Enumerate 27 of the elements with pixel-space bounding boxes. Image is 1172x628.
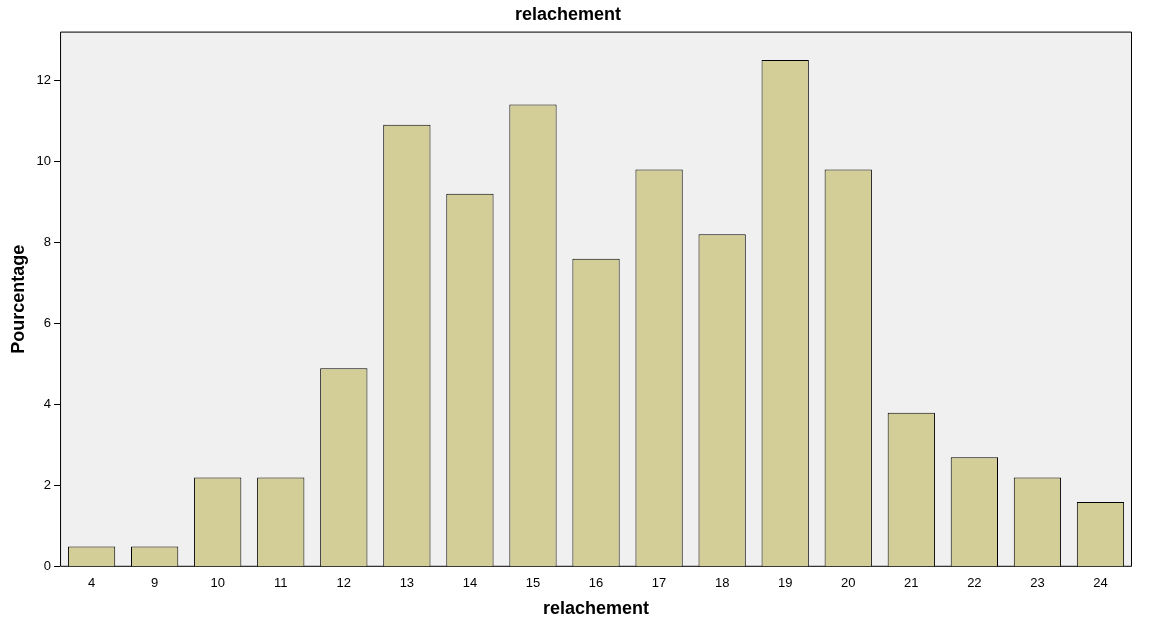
x-tick-label: 17 <box>651 575 667 591</box>
x-tick-label: 10 <box>210 575 225 591</box>
y-tick-label: 8 <box>43 234 52 250</box>
x-tick-label: 4 <box>87 575 96 591</box>
y-axis-title: Pourcentage <box>7 244 28 354</box>
y-tick-label: 0 <box>43 558 52 574</box>
x-tick-label: 12 <box>336 575 352 591</box>
x-tick-label: 18 <box>714 575 730 591</box>
y-tick-label: 4 <box>43 396 52 412</box>
x-tick-label: 15 <box>525 575 541 591</box>
x-tick-label: 11 <box>274 575 288 591</box>
x-tick-label: 14 <box>462 575 478 591</box>
y-tick-label: 2 <box>43 477 52 493</box>
x-tick-label: 21 <box>904 575 919 591</box>
y-tick-label: 12 <box>36 71 52 87</box>
y-tick-label: 6 <box>43 315 52 331</box>
x-tick-label: 9 <box>151 575 159 591</box>
x-tick-label: 24 <box>1093 575 1108 591</box>
x-axis-title: relachement <box>543 598 650 619</box>
y-tick-label: 10 <box>36 152 52 168</box>
x-tick-label: 23 <box>1030 575 1045 591</box>
chart-title: relachement <box>514 3 622 24</box>
x-tick-label: 13 <box>399 575 415 591</box>
x-tick-label: 16 <box>588 575 604 591</box>
x-tick-label: 20 <box>841 575 856 591</box>
x-tick-label: 19 <box>777 575 793 591</box>
x-tick-label: 22 <box>967 575 982 591</box>
